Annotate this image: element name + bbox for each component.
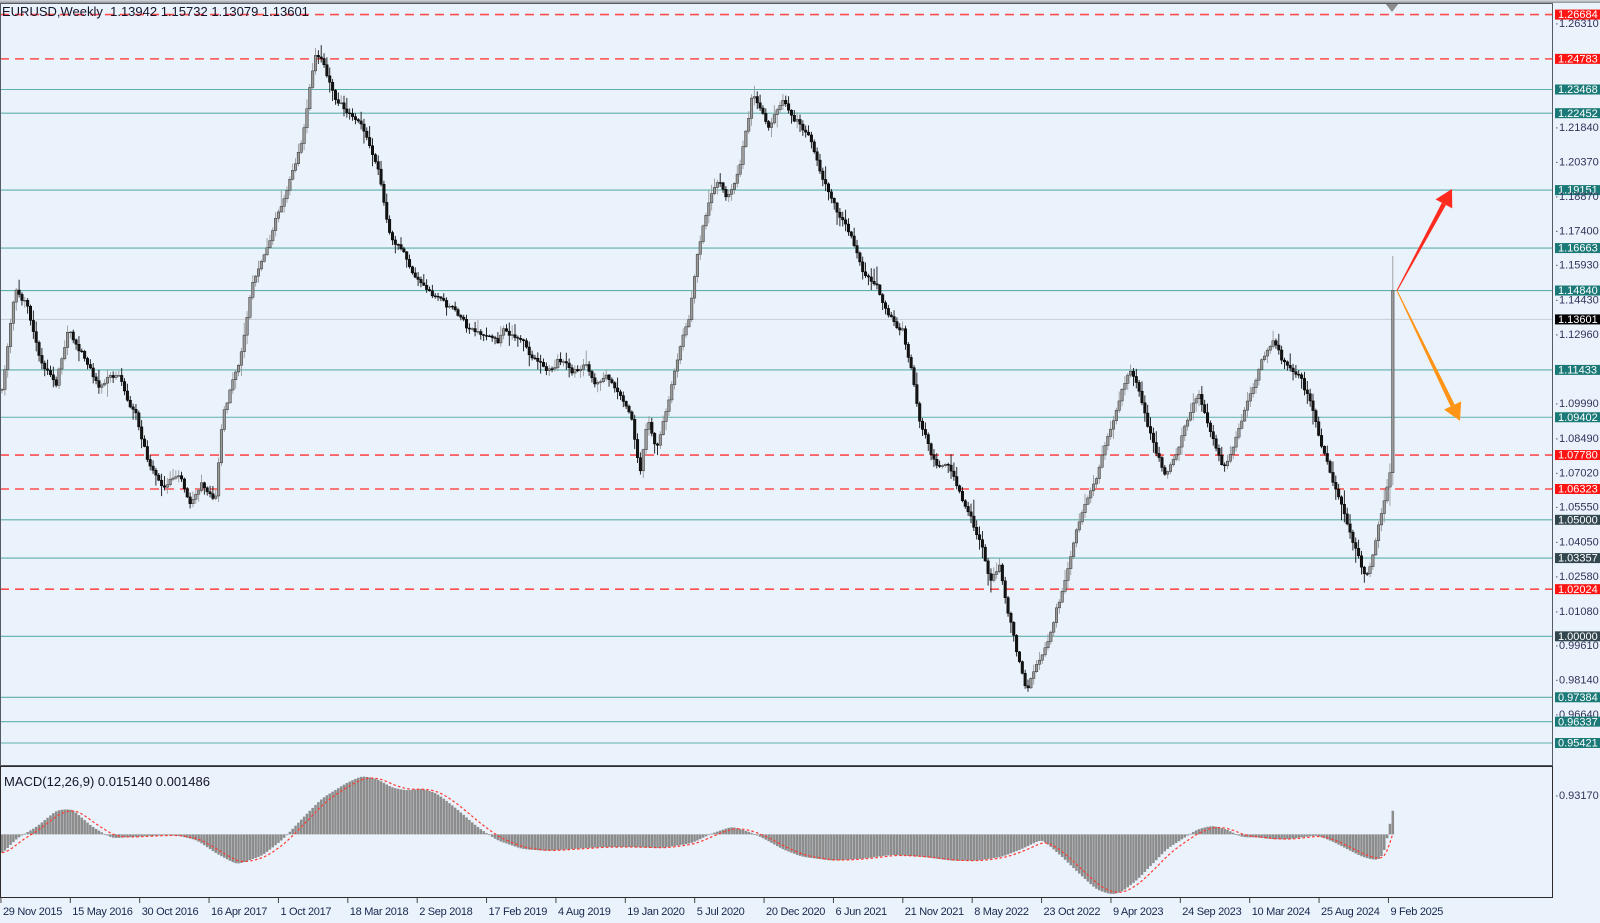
svg-text:·: ·	[1555, 122, 1559, 134]
svg-text:1.11433: 1.11433	[1558, 365, 1597, 377]
svg-text:1.18870: 1.18870	[1559, 191, 1599, 203]
svg-text:4 Aug 2019: 4 Aug 2019	[558, 906, 611, 918]
svg-text:0.96337: 0.96337	[1558, 716, 1598, 728]
svg-text:·: ·	[1555, 295, 1559, 307]
svg-text:·: ·	[1555, 571, 1559, 583]
svg-text:1.15930: 1.15930	[1559, 260, 1599, 272]
svg-text:1.16663: 1.16663	[1558, 243, 1598, 255]
svg-text:1.14430: 1.14430	[1559, 295, 1599, 307]
svg-text:·: ·	[1555, 467, 1559, 479]
svg-text:1.02580: 1.02580	[1559, 571, 1599, 583]
svg-text:1.03357: 1.03357	[1558, 553, 1598, 565]
svg-text:1.21840: 1.21840	[1559, 122, 1599, 134]
svg-text:29 Nov 2015: 29 Nov 2015	[3, 906, 62, 918]
svg-text:0.99610: 0.99610	[1559, 640, 1599, 652]
svg-text:17 Feb 2019: 17 Feb 2019	[489, 906, 548, 918]
svg-text:10 Mar 2024: 10 Mar 2024	[1252, 906, 1311, 918]
svg-text:1.08490: 1.08490	[1559, 433, 1599, 445]
svg-text:25 Aug 2024: 25 Aug 2024	[1321, 906, 1380, 918]
svg-text:1.26310: 1.26310	[1559, 18, 1599, 30]
svg-text:21 Nov 2021: 21 Nov 2021	[905, 906, 964, 918]
svg-text:6 Jun 2021: 6 Jun 2021	[835, 906, 887, 918]
svg-text:·: ·	[1555, 225, 1559, 237]
svg-text:24 Sep 2023: 24 Sep 2023	[1182, 906, 1241, 918]
svg-text:1.22452: 1.22452	[1558, 108, 1598, 120]
svg-text:30 Oct 2016: 30 Oct 2016	[142, 906, 199, 918]
svg-text:16 Apr 2017: 16 Apr 2017	[211, 906, 267, 918]
svg-text:0.97384: 0.97384	[1558, 692, 1598, 704]
svg-text:1.04050: 1.04050	[1559, 537, 1599, 549]
svg-text:1.05550: 1.05550	[1559, 502, 1599, 514]
svg-text:·: ·	[1555, 260, 1559, 272]
svg-text:·: ·	[1555, 329, 1559, 341]
svg-text:·: ·	[1555, 790, 1559, 802]
svg-text:1.01080: 1.01080	[1559, 606, 1599, 618]
svg-text:23 Oct 2022: 23 Oct 2022	[1044, 906, 1101, 918]
svg-text:·: ·	[1555, 156, 1559, 168]
svg-text:19 Jan 2020: 19 Jan 2020	[627, 906, 684, 918]
svg-text:0.95421: 0.95421	[1558, 738, 1598, 750]
svg-text:·: ·	[1555, 191, 1559, 203]
svg-text:·: ·	[1555, 398, 1559, 410]
svg-text:·: ·	[1555, 502, 1559, 514]
svg-text:5 Jul 2020: 5 Jul 2020	[697, 906, 745, 918]
svg-text:1.23468: 1.23468	[1558, 84, 1598, 96]
svg-text:1.07020: 1.07020	[1559, 467, 1599, 479]
svg-text:9 Apr 2023: 9 Apr 2023	[1113, 906, 1163, 918]
svg-text:1.12960: 1.12960	[1559, 329, 1599, 341]
svg-text:0.98140: 0.98140	[1559, 674, 1599, 686]
svg-text:1.20370: 1.20370	[1559, 156, 1599, 168]
svg-text:·: ·	[1555, 606, 1559, 618]
svg-text:1.09990: 1.09990	[1559, 398, 1599, 410]
svg-text:20 Dec 2020: 20 Dec 2020	[766, 906, 825, 918]
svg-text:1.13601: 1.13601	[1558, 314, 1598, 326]
svg-text:1 Oct 2017: 1 Oct 2017	[280, 906, 331, 918]
svg-text:·: ·	[1555, 640, 1559, 652]
svg-text:·: ·	[1555, 433, 1559, 445]
svg-text:·: ·	[1555, 674, 1559, 686]
svg-text:18 Mar 2018: 18 Mar 2018	[350, 906, 409, 918]
svg-text:1.06323: 1.06323	[1558, 484, 1598, 496]
svg-text:1.07780: 1.07780	[1558, 450, 1598, 462]
svg-text:2 Sep 2018: 2 Sep 2018	[419, 906, 472, 918]
svg-text:1.17400: 1.17400	[1559, 225, 1599, 237]
svg-text:·: ·	[1555, 18, 1559, 30]
svg-text:·: ·	[1555, 537, 1559, 549]
svg-text:8 May 2022: 8 May 2022	[974, 906, 1029, 918]
svg-text:1.24783: 1.24783	[1558, 53, 1598, 65]
svg-text:1.05000: 1.05000	[1558, 514, 1598, 526]
svg-text:0.93170: 0.93170	[1559, 790, 1599, 802]
svg-text:1.02024: 1.02024	[1558, 584, 1598, 596]
svg-text:15 May 2016: 15 May 2016	[72, 906, 132, 918]
svg-text:1.09402: 1.09402	[1558, 412, 1598, 424]
svg-text:9 Feb 2025: 9 Feb 2025	[1390, 906, 1443, 918]
